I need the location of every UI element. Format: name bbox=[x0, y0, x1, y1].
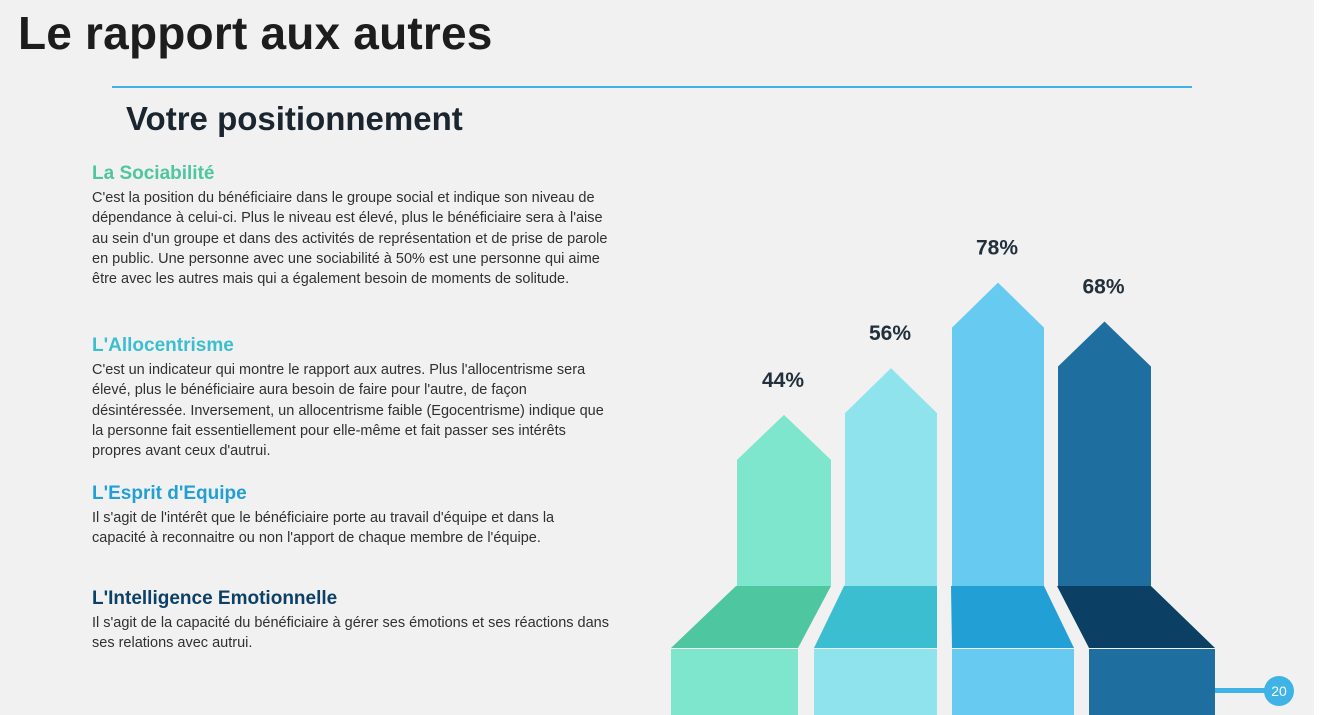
value-label-la-sociabilite: 44% bbox=[762, 369, 804, 392]
bar-foot-l-allocentrisme bbox=[814, 649, 937, 715]
title-divider bbox=[112, 86, 1192, 88]
esprit-equipe-heading: L'Esprit d'Equipe bbox=[92, 483, 247, 504]
sociabilite-text: C'est la position du bénéficiaire dans l… bbox=[92, 190, 608, 288]
bar-foot-la-sociabilite bbox=[671, 649, 798, 715]
allocentrisme-text: C'est un indicateur qui montre le rappor… bbox=[92, 362, 604, 460]
bar-l-esprit-d-equipe bbox=[952, 282, 1044, 586]
sociabilite-heading: La Sociabilité bbox=[92, 163, 215, 184]
intelligence-emotionnelle-text: Il s'agit de la capacité du bénéficiaire… bbox=[92, 615, 610, 652]
bar-l-intelligence-emotionnelle bbox=[1058, 321, 1151, 586]
bar-l-allocentrisme bbox=[845, 368, 937, 586]
value-label-l-allocentrisme: 56% bbox=[869, 322, 911, 345]
bar-la-sociabilite bbox=[737, 414, 831, 586]
bar-base-la-sociabilite bbox=[671, 586, 831, 648]
page-title: Le rapport aux autres bbox=[18, 7, 493, 59]
page-number-connector bbox=[1215, 688, 1267, 693]
allocentrisme-heading: L'Allocentrisme bbox=[92, 335, 234, 356]
sociabilite-block: La Sociabilité C'est la position du béné… bbox=[92, 163, 612, 289]
bar-base-l-allocentrisme bbox=[814, 586, 937, 648]
value-label-l-esprit-d-equipe: 78% bbox=[976, 237, 1018, 260]
bar-foot-l-esprit-d-equipe bbox=[952, 649, 1074, 715]
intelligence-emotionnelle-block: L'Intelligence Emotionnelle Il s'agit de… bbox=[92, 588, 612, 654]
right-edge-strip bbox=[1314, 0, 1323, 715]
intelligence-emotionnelle-heading: L'Intelligence Emotionnelle bbox=[92, 588, 338, 609]
bar-foot-l-intelligence-emotionnelle bbox=[1089, 649, 1215, 715]
value-label-l-intelligence-emotionnelle: 68% bbox=[1082, 275, 1124, 298]
allocentrisme-block: L'Allocentrisme C'est un indicateur qui … bbox=[92, 335, 607, 461]
section-title: Votre positionnement bbox=[126, 100, 463, 137]
esprit-equipe-block: L'Esprit d'Equipe Il s'agit de l'intérêt… bbox=[92, 483, 612, 549]
esprit-equipe-text: Il s'agit de l'intérêt que le bénéficiai… bbox=[92, 510, 555, 547]
page-number: 20 bbox=[1264, 676, 1294, 706]
bar-base-l-intelligence-emotionnelle bbox=[1057, 586, 1215, 648]
bar-base-l-esprit-d-equipe bbox=[951, 586, 1074, 648]
